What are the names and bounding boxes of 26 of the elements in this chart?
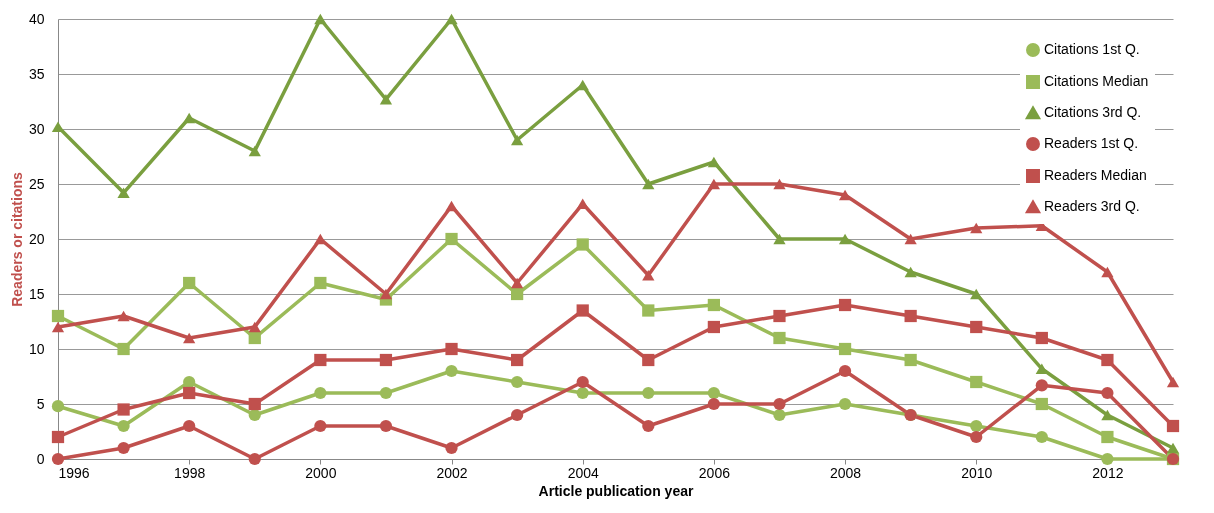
y-tick-label: 5 [36, 395, 45, 412]
legend-label: Readers Median [1044, 167, 1147, 183]
x-tick-label: 2000 [305, 464, 337, 481]
legend-label: Citations 3rd Q. [1044, 104, 1142, 120]
legend-label: Readers 1st Q. [1044, 135, 1139, 151]
y-tick-label: 25 [28, 175, 45, 192]
x-tick-label: 2006 [698, 464, 731, 481]
y-tick-label: 10 [28, 340, 45, 357]
x-tick-label: 2010 [961, 464, 993, 481]
y-tick-label: 30 [28, 120, 45, 137]
x-tick-label: 1996 [58, 464, 90, 481]
legend-label: Citations 1st Q. [1044, 41, 1140, 57]
y-tick-label: 20 [28, 230, 45, 247]
x-tick-label: 2012 [1092, 464, 1124, 481]
y-tick-label: 40 [28, 10, 45, 27]
x-tick-label: 2008 [829, 464, 862, 481]
legend-label: Citations Median [1044, 73, 1149, 89]
legend-label: Readers 3rd Q. [1044, 198, 1140, 214]
x-axis-title: Article publication year [538, 482, 694, 499]
y-tick-label: 15 [28, 285, 45, 302]
x-tick-label: 2004 [567, 464, 599, 481]
y-tick-label: 0 [36, 450, 45, 467]
y-axis-title: Readers or citations [8, 171, 25, 307]
x-tick-label: 2002 [436, 464, 468, 481]
x-tick-label: 1998 [174, 464, 206, 481]
y-tick-label: 35 [28, 65, 45, 82]
